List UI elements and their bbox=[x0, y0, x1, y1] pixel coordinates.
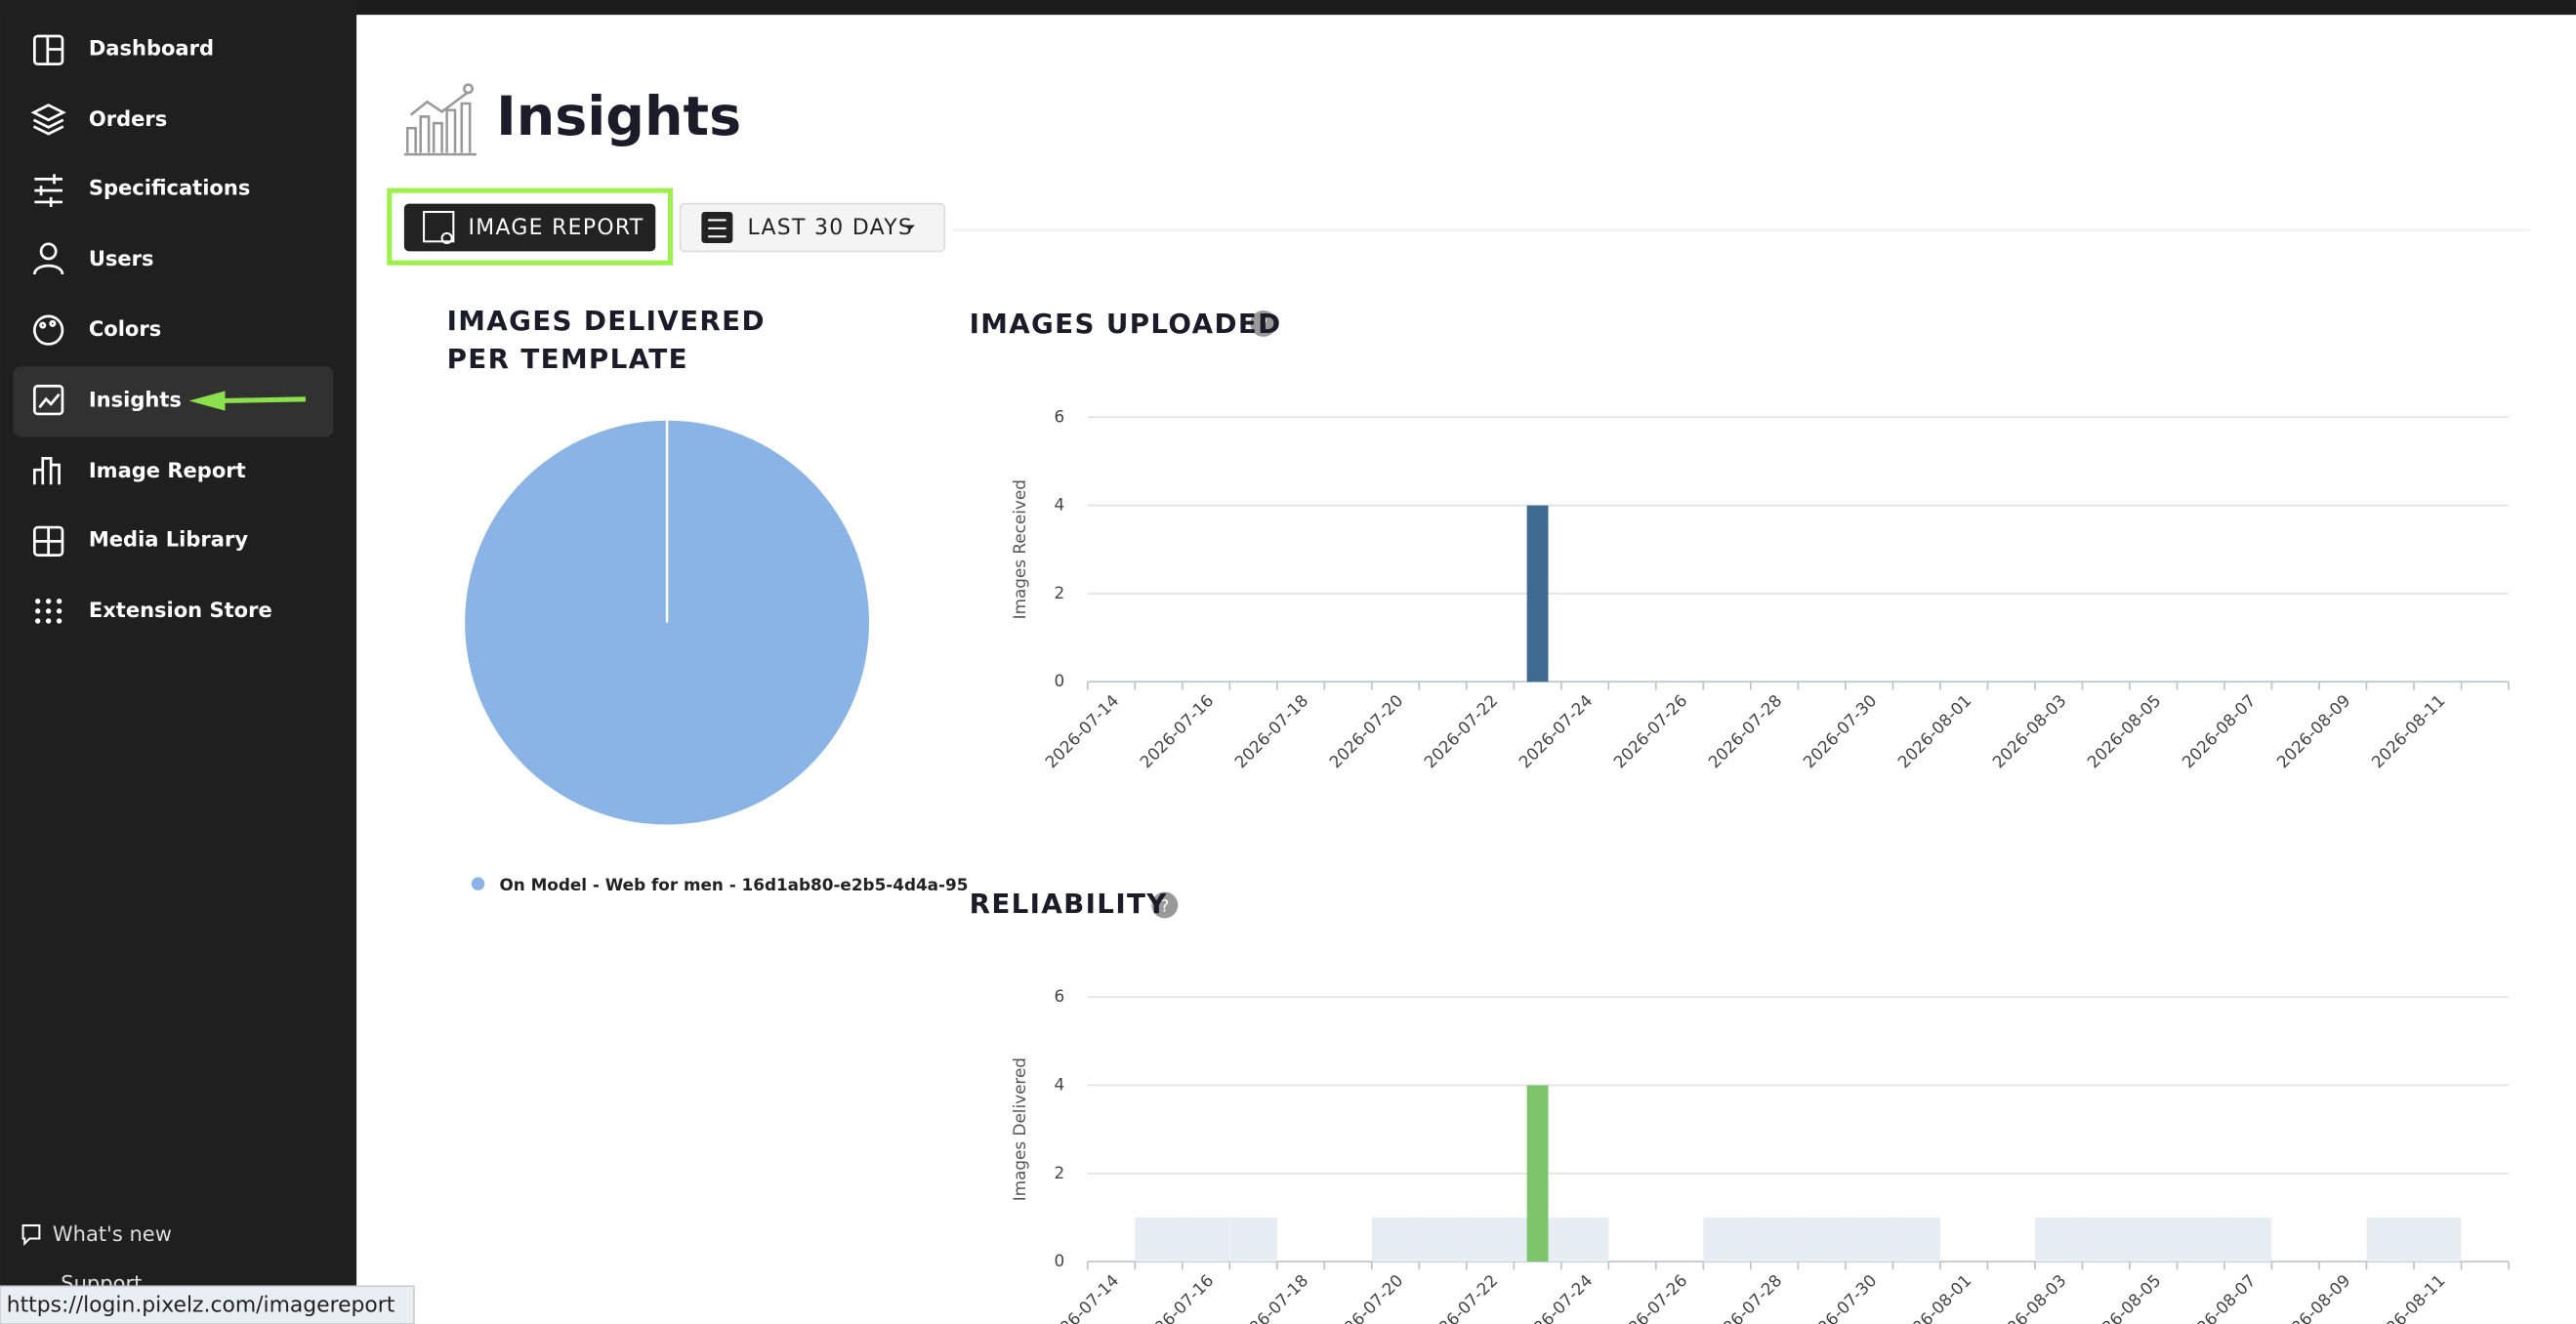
bar bbox=[1892, 1217, 1940, 1262]
report-icon bbox=[423, 211, 455, 245]
range-icon bbox=[701, 212, 733, 243]
nav-item[interactable]: Dashboard bbox=[89, 35, 214, 60]
y-tick-label: 0 bbox=[1054, 671, 1064, 690]
y-axis-label: Images Received bbox=[1010, 479, 1029, 619]
active-item bbox=[13, 366, 334, 437]
legend-swatch bbox=[471, 877, 485, 890]
bar bbox=[2082, 1217, 2130, 1262]
nav-icons bbox=[21, 34, 66, 1247]
highlight bbox=[387, 187, 673, 266]
arrow bbox=[188, 391, 306, 411]
bar bbox=[1845, 1217, 1893, 1262]
bar bbox=[1135, 1217, 1183, 1262]
title-icon bbox=[403, 83, 477, 156]
y-tick-label: 2 bbox=[1054, 583, 1064, 602]
caret bbox=[905, 225, 916, 230]
bar bbox=[1798, 1217, 1846, 1262]
y-axis-label: Images Delivered bbox=[1010, 1057, 1029, 1201]
bar bbox=[1526, 505, 1549, 683]
legend-label: On Model - Web for men - 16d1ab80-e2b5-4… bbox=[499, 875, 968, 894]
nav: Dashboard Orders Specifications Users Colors… bbox=[89, 35, 272, 621]
bar bbox=[1560, 1217, 1609, 1262]
y-tick-label: 0 bbox=[1054, 1251, 1064, 1270]
nav-item[interactable]: Orders bbox=[89, 106, 167, 131]
y-tick-label: 4 bbox=[1054, 495, 1064, 515]
bar bbox=[1371, 1217, 1420, 1262]
range-button[interactable] bbox=[679, 202, 946, 253]
footer-link[interactable]: What's new bbox=[53, 1221, 172, 1246]
bar bbox=[2413, 1217, 2462, 1262]
svg-text:?: ? bbox=[1160, 896, 1169, 916]
chart-title: IMAGES UPLOADED bbox=[970, 308, 1282, 340]
bar bbox=[2129, 1217, 2178, 1262]
report-button-label[interactable]: IMAGE REPORT bbox=[468, 216, 644, 240]
bar bbox=[1526, 1085, 1549, 1262]
bar bbox=[1419, 1217, 1467, 1262]
nav-item[interactable]: Users bbox=[89, 246, 154, 270]
bar bbox=[1750, 1217, 1799, 1262]
range-button-label[interactable]: LAST 30 DAYS bbox=[747, 216, 913, 240]
nav-item[interactable]: Image Report bbox=[89, 458, 246, 482]
chart-title: IMAGES DELIVERED PER TEMPLATE bbox=[446, 305, 766, 375]
chart-title-box: IMAGES DELIVERED PER TEMPLATE bbox=[446, 305, 766, 375]
status-url: https://login.pixelz.com/imagereport bbox=[7, 1293, 395, 1317]
help-icons: ? ? bbox=[1151, 310, 1277, 919]
bar bbox=[2223, 1217, 2272, 1262]
svg-text:?: ? bbox=[1259, 314, 1267, 334]
nav-item[interactable]: Media Library bbox=[89, 527, 248, 552]
bar bbox=[1703, 1217, 1751, 1262]
report-button[interactable] bbox=[403, 203, 656, 252]
nav-item[interactable]: Extension Store bbox=[89, 598, 272, 622]
status-bar bbox=[0, 1285, 415, 1324]
bar bbox=[1229, 1217, 1277, 1262]
y-tick-label: 4 bbox=[1054, 1074, 1064, 1094]
y-tick-label: 6 bbox=[1054, 406, 1064, 426]
top-bar bbox=[0, 0, 2576, 16]
y-tick-label: 2 bbox=[1054, 1163, 1064, 1182]
nav-item[interactable]: Specifications bbox=[89, 175, 250, 199]
y-tick-label: 6 bbox=[1054, 986, 1064, 1006]
nav-item[interactable]: Colors bbox=[89, 316, 161, 341]
bar bbox=[1466, 1217, 1515, 1262]
page-title: Insights bbox=[496, 85, 741, 148]
bar bbox=[2366, 1217, 2414, 1262]
sidebar bbox=[0, 0, 357, 1324]
bar bbox=[2177, 1217, 2224, 1262]
nav-item[interactable]: Insights bbox=[89, 388, 182, 412]
bar bbox=[2034, 1217, 2083, 1262]
chart-title: RELIABILITY bbox=[970, 888, 1168, 920]
bar bbox=[1182, 1217, 1230, 1262]
